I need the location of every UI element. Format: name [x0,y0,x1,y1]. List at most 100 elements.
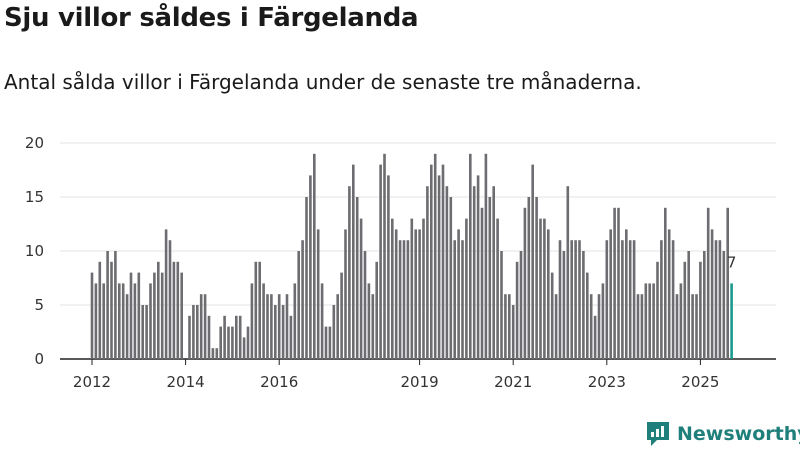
bar [523,207,527,359]
bar [270,294,273,359]
bar [675,294,679,359]
bar [461,240,464,359]
bar [133,283,137,359]
bar [406,240,410,359]
bar [710,229,714,359]
bar [527,197,531,359]
bar [203,294,207,359]
bar [597,294,601,359]
bar [262,283,265,359]
bar [621,240,624,359]
x-axis-labels: 2012 2014 2016 2019 2021 2023 2025 [73,359,719,391]
bar [453,240,456,359]
brand-logo[interactable]: Newsworthy [645,420,800,448]
bar [340,272,343,359]
bar [379,164,382,359]
bar [160,272,164,359]
bar [511,305,515,359]
x-tick-label: 2012 [73,373,111,391]
bar [718,240,722,359]
bar [628,240,632,359]
bar [660,240,663,359]
bar [593,315,597,359]
bar [504,294,507,359]
bar [445,186,449,359]
bar [605,240,609,359]
bar [207,315,211,359]
bar [667,229,671,359]
bar [285,294,289,359]
bar [656,261,659,359]
bar [238,315,242,359]
bar [281,305,285,359]
bar [344,229,347,359]
bar [687,251,690,359]
bar [114,251,117,359]
bar [196,305,199,359]
bar [437,175,441,359]
bar [671,240,675,359]
y-tick-label: 10 [25,242,44,260]
bar [164,229,168,359]
last-value-label: 7 [727,253,737,271]
x-tick-label: 2014 [167,373,205,391]
bar [363,251,367,359]
bar [562,251,566,359]
bar [703,251,706,359]
bar [215,348,219,359]
bars [90,153,733,359]
bar [168,240,172,359]
bar [484,153,488,359]
chart-title: Sju villor såldes i Färgelanda [4,3,419,33]
bar [535,197,538,359]
y-tick-label: 0 [34,350,44,368]
bar [539,218,542,359]
bar [231,326,234,359]
bar [679,283,683,359]
bar [457,229,460,359]
bar [613,207,616,359]
bar [566,186,570,359]
y-tick-label: 20 [25,134,44,152]
bar [125,294,129,359]
bar [632,240,636,359]
bar [695,294,698,359]
bar [137,272,141,359]
bar [242,337,246,359]
bar [625,229,628,359]
y-tick-label: 5 [34,296,44,314]
bar [683,261,687,359]
bar [94,283,98,359]
bar [129,272,133,359]
bar [320,283,324,359]
bar [352,164,355,359]
bar [617,207,620,359]
bar [476,175,480,359]
bar [227,326,230,359]
bar [547,229,550,359]
bar [192,305,195,359]
bar [426,186,429,359]
bar [301,240,304,359]
bar [714,240,718,359]
bar [574,240,577,359]
bar [266,294,269,359]
bar [367,283,371,359]
bar [188,315,191,359]
bar [398,240,402,359]
bar [328,326,332,359]
bar [496,218,499,359]
bar [254,261,258,359]
bar [706,207,710,359]
bar [550,272,554,359]
bar [433,153,437,359]
bar [414,229,417,359]
bar [500,251,503,359]
bar [492,186,495,359]
bar [699,261,702,359]
bar [145,305,148,359]
bar [691,294,694,359]
bar [558,240,562,359]
bar [441,164,445,359]
